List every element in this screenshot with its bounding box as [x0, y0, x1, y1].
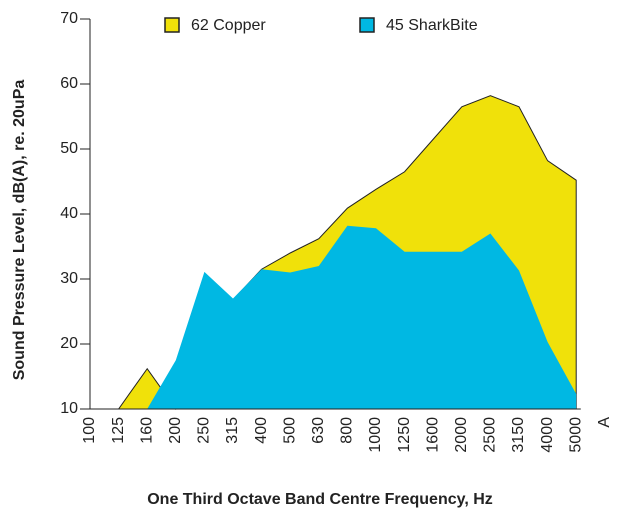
x-tick-label: 2000: [453, 417, 470, 453]
y-tick-label: 60: [60, 75, 78, 92]
y-tick-label: 30: [60, 270, 78, 287]
x-axis-label: One Third Octave Band Centre Frequency, …: [147, 491, 493, 508]
x-tick-label: 1250: [396, 417, 413, 453]
x-tick-label: 630: [310, 417, 327, 444]
x-tick-label: 4000: [539, 417, 556, 453]
x-tick-label: 250: [196, 417, 213, 444]
area: [147, 225, 577, 409]
x-tick-label: 1000: [367, 417, 384, 453]
x-tick-label: 800: [339, 417, 356, 444]
x-tick-label: 200: [167, 417, 184, 444]
x-tick-label: 2500: [482, 417, 499, 453]
x-tick-label: A: [596, 417, 613, 428]
x-tick-label: 315: [224, 417, 241, 444]
y-tick-label: 10: [60, 400, 78, 417]
y-tick-label: 20: [60, 335, 78, 352]
legend-swatch: [164, 17, 180, 33]
x-tick-label: 160: [138, 417, 155, 444]
x-tick-label: 1600: [424, 417, 441, 453]
x-tick-label: 3150: [510, 417, 527, 453]
y-tick-label: 50: [60, 140, 78, 157]
x-tick-label: 125: [110, 417, 127, 444]
legend-label: 45 SharkBite: [386, 17, 478, 34]
y-tick-label: 40: [60, 205, 78, 222]
x-tick-label: 5000: [567, 417, 584, 453]
x-tick-label: 400: [253, 417, 270, 444]
y-axis-label: Sound Pressure Level, dB(A), re. 20uPa: [11, 80, 28, 381]
legend-label: 62 Copper: [191, 17, 266, 34]
x-tick-label: 100: [81, 417, 98, 444]
x-tick-label: 500: [281, 417, 298, 444]
legend-swatch: [359, 17, 375, 33]
y-tick-label: 70: [60, 10, 78, 27]
